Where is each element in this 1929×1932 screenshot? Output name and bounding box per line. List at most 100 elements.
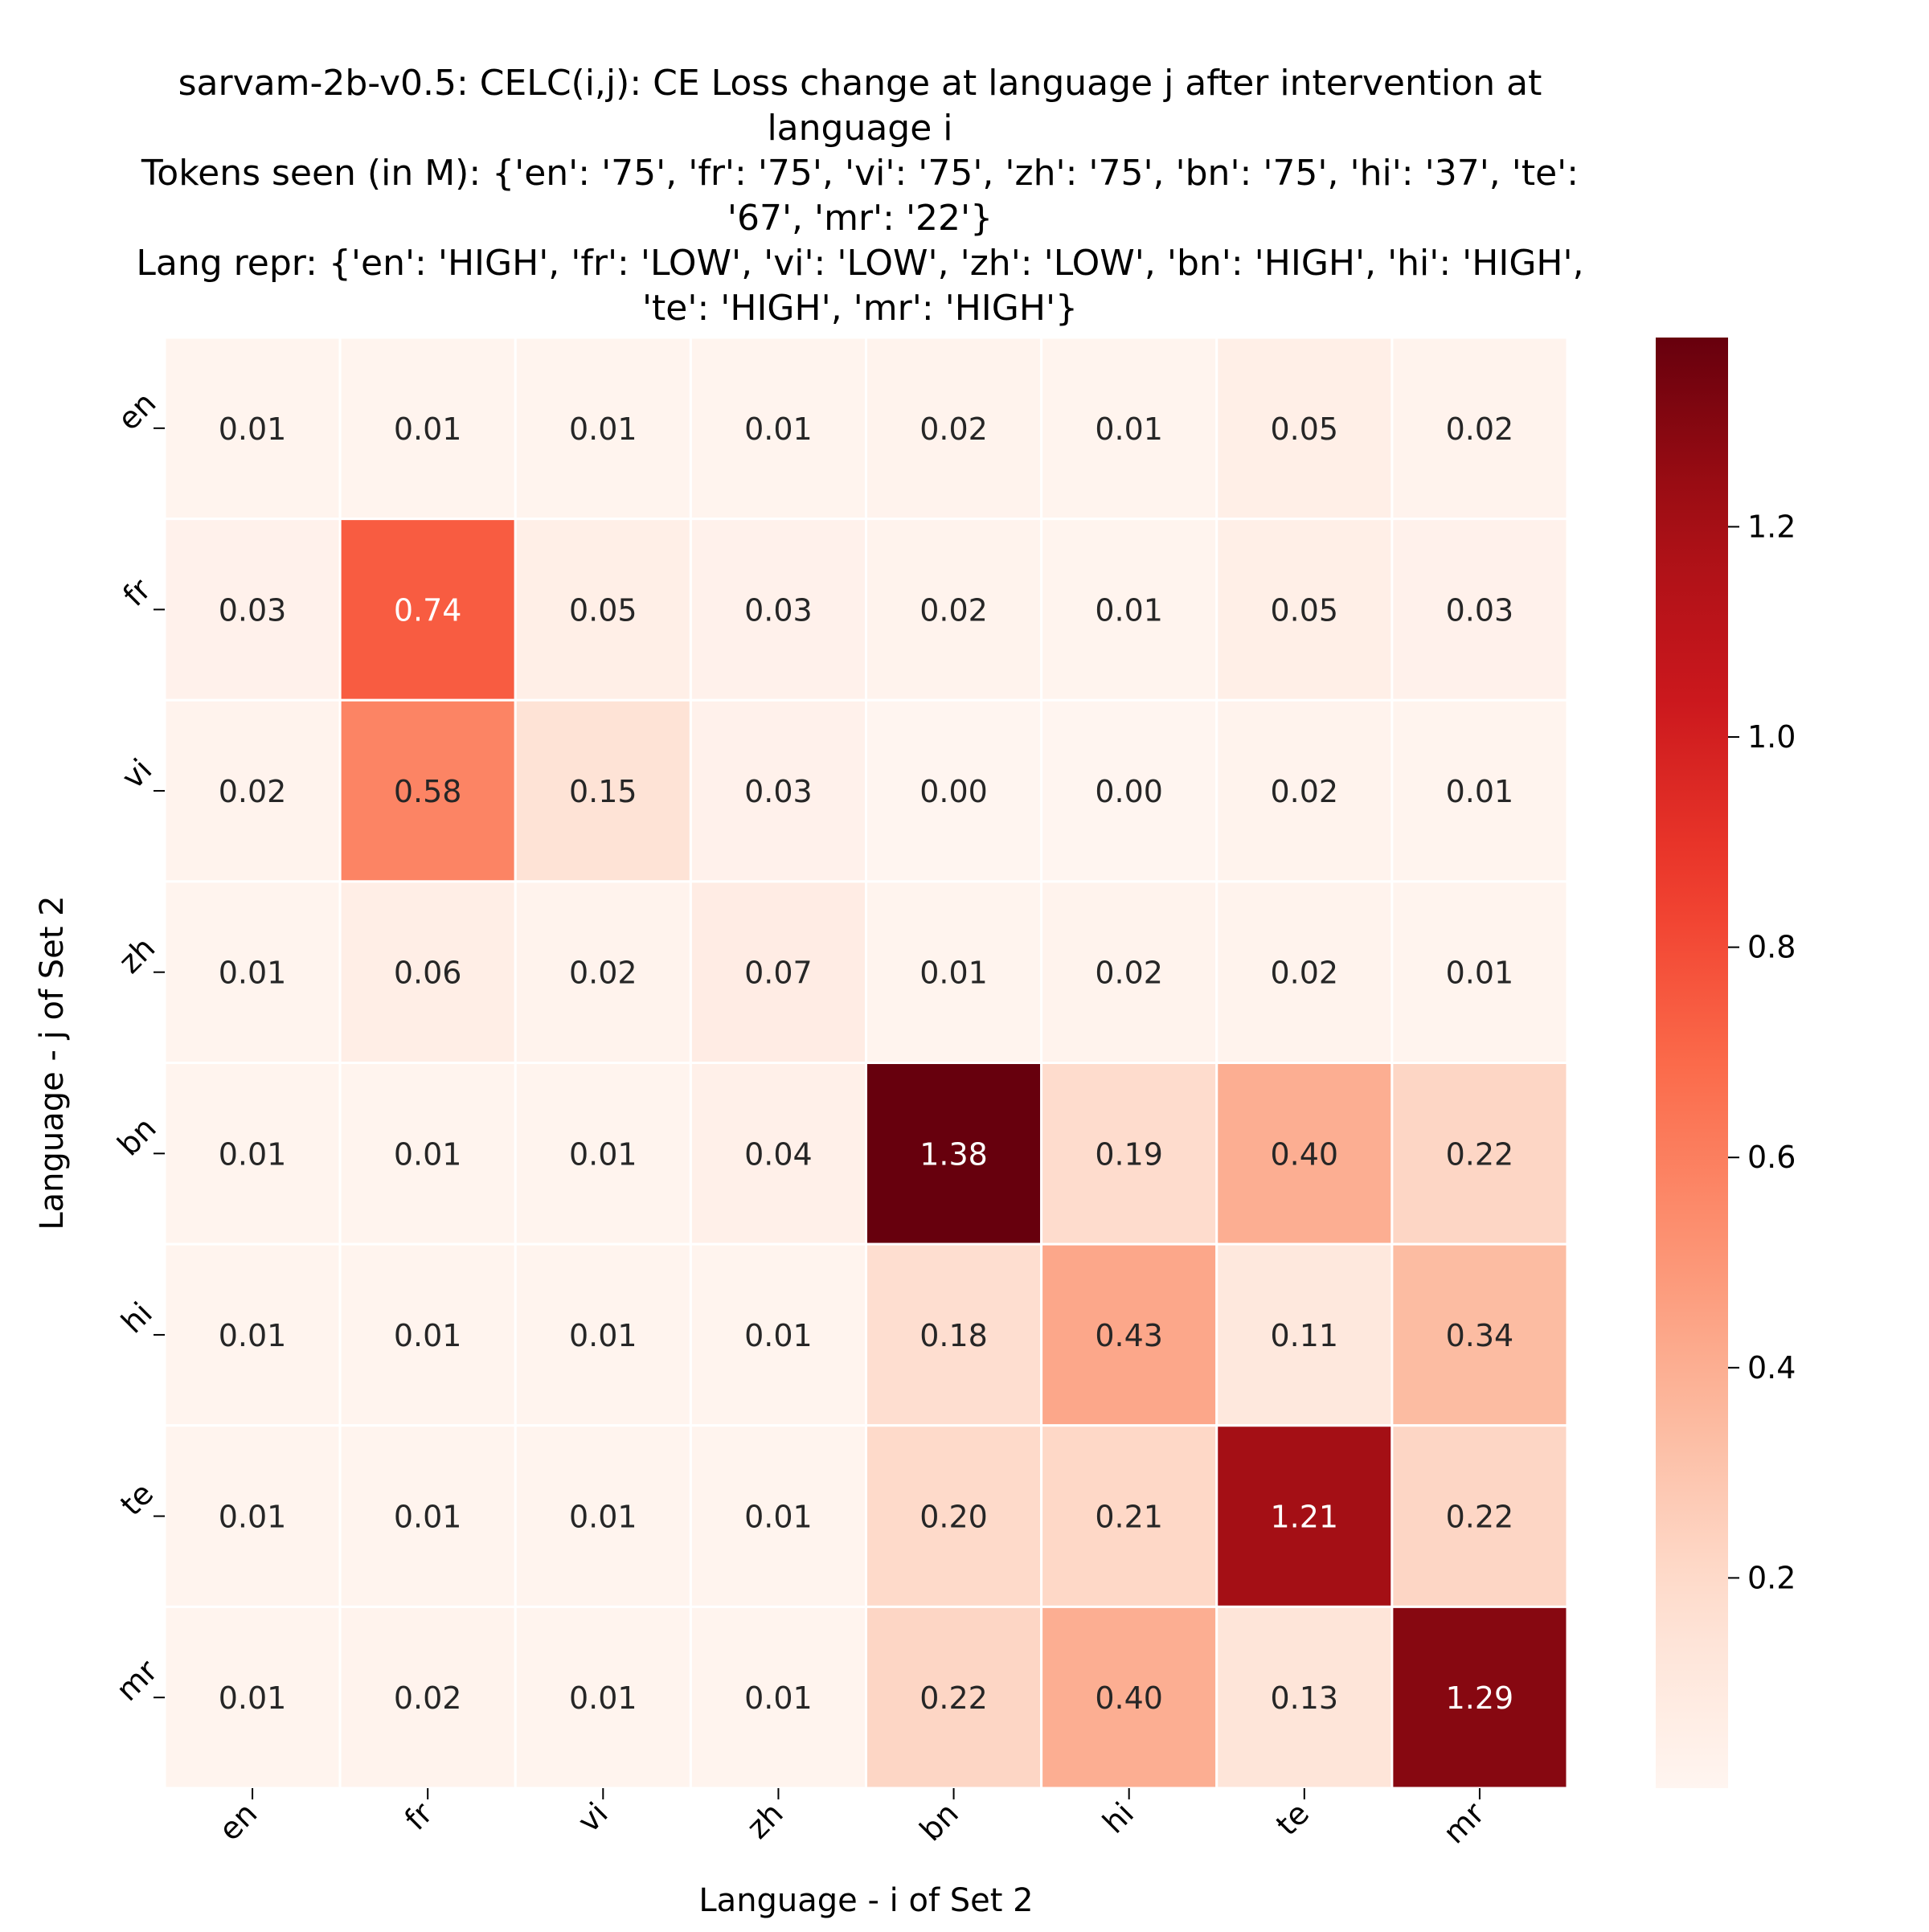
chart-title-line: sarvam-2b-v0.5: CELC(i,j): CE Loss chang… [178,63,1542,104]
cell-value-label: 0.03 [744,592,813,628]
cell-value-label: 0.22 [919,1680,988,1716]
cell-value-label: 0.02 [219,774,287,809]
x-tick-label: te [1269,1795,1316,1842]
heatmap-cell [1040,336,1218,521]
y-tick-label: bn [111,1110,163,1162]
heatmap-cell [1390,1424,1569,1608]
heatmap-cell [865,336,1043,521]
heatmap-cell [514,1062,692,1246]
cell-value-label: 0.02 [1446,411,1514,447]
cell-value-label: 0.03 [219,592,287,628]
cell-value-label: 0.01 [394,411,462,447]
cell-value-label: 0.01 [919,956,988,991]
y-tick-label: en [111,385,163,437]
cell-value-label: 0.01 [744,1318,813,1353]
cell-value-label: 0.02 [919,411,988,447]
cell-value-label: 0.03 [744,774,813,809]
heatmap-cell [1040,1424,1218,1608]
x-tick-label: fr [398,1795,440,1837]
heatmap-cell [1215,698,1394,883]
heatmap-cell [689,698,867,883]
y-tick-label: vi [115,752,158,796]
cell-value-label: 0.02 [1271,774,1339,809]
heatmap-cell [1390,1242,1569,1427]
cell-value-label: 0.01 [1095,592,1163,628]
heatmap-cell [689,518,867,702]
heatmap-cell [163,336,342,521]
cell-value-label: 0.01 [569,1318,637,1353]
cell-value-label: 1.21 [1271,1500,1339,1535]
cell-value-label: 0.01 [394,1318,462,1353]
heatmap-cell [1215,1424,1394,1608]
cell-value-label: 0.34 [1446,1318,1514,1353]
heatmap-cell [865,880,1043,1064]
heatmap-cell [1390,336,1569,521]
cell-value-label: 0.01 [1446,774,1514,809]
heatmap-cell [865,1424,1043,1608]
cell-value-label: 0.05 [1271,592,1339,628]
cell-value-label: 0.07 [744,956,813,991]
cell-value-label: 0.40 [1271,1136,1339,1172]
cell-value-label: 0.01 [219,1318,287,1353]
cell-value-label: 0.02 [1271,956,1339,991]
heatmap-cell [514,1242,692,1427]
cell-value-label: 0.18 [919,1318,988,1353]
cell-value-label: 0.03 [1446,592,1514,628]
heatmap-cell [163,880,342,1064]
cell-value-label: 0.01 [1095,411,1163,447]
heatmap-cell [338,698,517,883]
heatmap-cell [338,336,517,521]
cell-value-label: 1.38 [919,1136,988,1172]
heatmap-cell [1040,698,1218,883]
cell-value-label: 0.74 [394,592,462,628]
cell-value-label: 0.01 [219,1680,287,1716]
cell-value-label: 0.01 [569,1136,637,1172]
heatmap-cell [1215,1062,1394,1246]
cell-value-label: 1.29 [1446,1680,1514,1716]
cell-value-label: 0.01 [1446,956,1514,991]
heatmap-cell [1040,1062,1218,1246]
colorbar-tick-label: 1.2 [1747,509,1796,544]
colorbar-tick-label: 1.0 [1747,719,1796,755]
heatmap-cell [514,698,692,883]
heatmap-cell [514,336,692,521]
colorbar-tick-label: 0.8 [1747,930,1796,965]
heatmap-cell [1390,1062,1569,1246]
cell-value-label: 0.01 [219,1136,287,1172]
y-axis-label: Language - j of Set 2 [34,895,71,1230]
cell-value-label: 0.20 [919,1500,988,1535]
cell-value-label: 0.01 [744,1680,813,1716]
heatmap-cell [865,518,1043,702]
cell-value-label: 0.01 [744,411,813,447]
cell-value-label: 0.01 [569,1500,637,1535]
heatmap-cell [1215,1242,1394,1427]
cell-value-label: 0.02 [919,592,988,628]
colorbar-tick-label: 0.2 [1747,1560,1796,1595]
heatmap-cell [338,1424,517,1608]
cell-value-label: 0.01 [569,411,637,447]
cell-value-label: 0.58 [394,774,462,809]
cell-value-label: 0.21 [1095,1500,1163,1535]
cell-value-label: 0.05 [569,592,637,628]
cell-value-label: 0.01 [219,956,287,991]
y-tick-label: mr [109,1653,165,1709]
heatmap-cell [865,1605,1043,1790]
heatmap-cell [514,1605,692,1790]
cell-value-label: 0.01 [744,1500,813,1535]
heatmap-cell [338,1242,517,1427]
colorbar-tick-label: 0.6 [1747,1140,1796,1175]
heatmap-cell [689,880,867,1064]
heatmap-cell [1040,518,1218,702]
heatmap-cell [1215,880,1394,1064]
cell-value-label: 0.15 [569,774,637,809]
cell-value-label: 0.11 [1271,1318,1339,1353]
chart-title-line: language i [767,108,952,149]
cell-value-label: 0.02 [569,956,637,991]
x-tick-label: bn [913,1795,965,1848]
cell-value-label: 0.00 [919,774,988,809]
x-tick-label: zh [740,1795,790,1845]
heatmap-cell [514,880,692,1064]
chart-title-line: 'te': 'HIGH', 'mr': 'HIGH'} [642,288,1078,329]
x-axis-label: Language - i of Set 2 [698,1882,1033,1919]
